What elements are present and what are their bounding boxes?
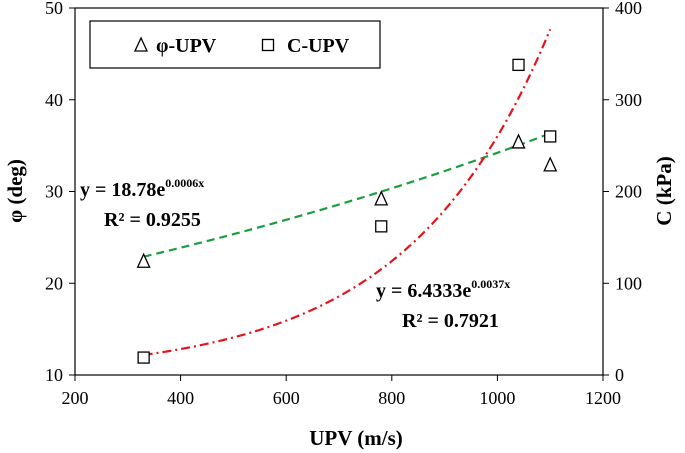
phi-data-point <box>374 190 389 206</box>
equation-phi-formula: y = 18.78e0.0006x <box>80 176 204 201</box>
x-tick-label: 400 <box>167 388 194 408</box>
equation-c-exponent: 0.0037x <box>471 277 510 291</box>
equation-phi-r2: R² = 0.9255 <box>104 209 201 231</box>
phi-data-point <box>511 133 526 149</box>
equation-c-r2: R² = 0.7921 <box>402 310 499 332</box>
c-data-point <box>137 351 150 364</box>
legend-phi-label: φ-UPV <box>156 35 217 57</box>
x-tick-label: 200 <box>62 388 89 408</box>
trendline-phi <box>143 132 551 258</box>
legend-c-label: C-UPV <box>287 35 350 57</box>
y-right-axis-title: C (kPa) <box>652 156 676 225</box>
legend-c-marker <box>261 38 275 52</box>
x-tick-label: 600 <box>273 388 300 408</box>
legend-phi-marker <box>133 36 149 52</box>
y-right-tick-label: 200 <box>615 182 642 202</box>
data-points <box>136 58 558 364</box>
c-data-point <box>375 220 388 233</box>
x-axis-title: UPV (m/s) <box>309 426 403 450</box>
x-tick-label: 800 <box>378 388 405 408</box>
equation-phi-exponent: 0.0006x <box>165 176 204 190</box>
y-right-tick-label: 0 <box>615 365 624 385</box>
c-data-point <box>512 58 525 72</box>
legend: φ-UPV C-UPV <box>89 20 381 69</box>
trendline-c <box>143 28 552 357</box>
equation-c-formula: y = 6.4333e0.0037x <box>376 277 510 302</box>
phi-data-point <box>136 252 151 268</box>
trendlines <box>143 28 552 357</box>
y-right-tick-label: 100 <box>615 273 642 293</box>
equation-phi-base: y = 18.78e <box>80 179 165 201</box>
x-tick-label: 1000 <box>479 388 515 408</box>
y-right-tick-label: 300 <box>615 90 642 110</box>
y-left-tick-label: 40 <box>45 90 63 110</box>
y-left-tick-label: 10 <box>45 365 63 385</box>
y-left-axis-title: φ (deg) <box>3 159 27 223</box>
tick-labels: 200 400 600 800 1000 1200 10 20 30 40 50 0 100 200 300… <box>45 0 642 408</box>
equation-c: y = 6.4333e0.0037x R² = 0.7921 <box>376 277 510 332</box>
x-tick-label: 1200 <box>585 388 621 408</box>
phi-data-point <box>543 156 558 172</box>
y-left-tick-label: 20 <box>45 273 63 293</box>
y-right-tick-label: 400 <box>615 0 642 18</box>
y-left-tick-label: 50 <box>45 0 63 18</box>
equation-phi: y = 18.78e0.0006x R² = 0.9255 <box>80 176 204 231</box>
y-left-tick-label: 30 <box>45 182 63 202</box>
equation-c-base: y = 6.4333e <box>376 280 471 302</box>
c-data-point <box>544 130 557 143</box>
